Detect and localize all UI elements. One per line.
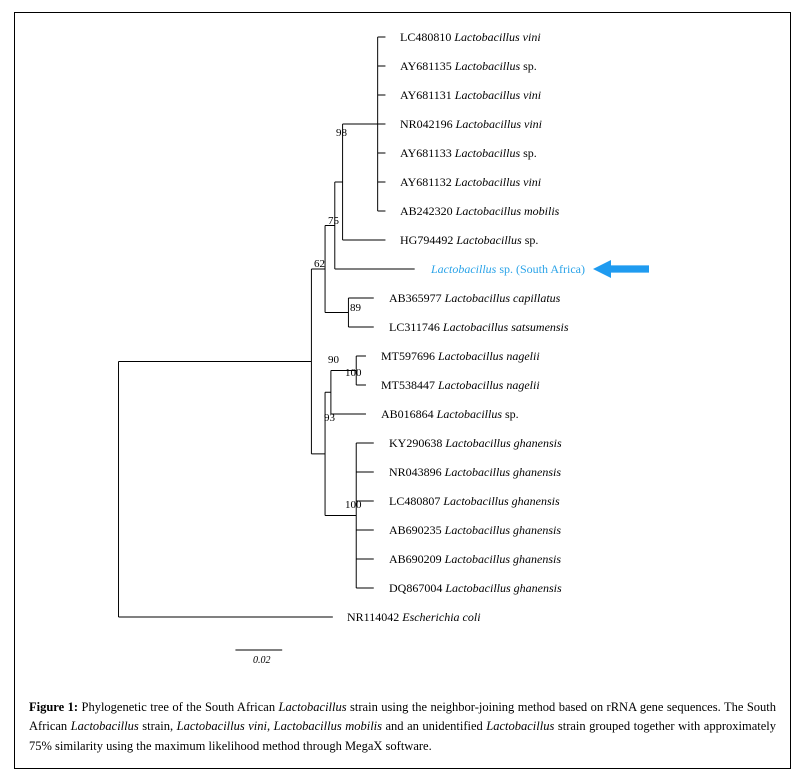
leaf-label: LC311746 Lactobacillus satsumensis xyxy=(389,321,569,333)
italic-term: Lactobacillus mobilis xyxy=(274,719,382,733)
italic-term: Lactobacillus xyxy=(486,719,554,733)
bootstrap-label: 75 xyxy=(328,216,339,227)
bootstrap-label: 90 xyxy=(328,355,339,366)
bootstrap-label: 93 xyxy=(324,413,335,424)
figure-outer: LC480810 Lactobacillus vini AY681135 Lact… xyxy=(0,0,805,781)
highlight-arrow-icon xyxy=(593,260,649,278)
leaf-label: LC480810 Lactobacillus vini xyxy=(400,31,541,43)
leaf-label: LC480807 Lactobacillus ghanensis xyxy=(389,495,560,507)
leaf-label: AB690209 Lactobacillus ghanensis xyxy=(389,553,561,565)
leaf-label: HG794492 Lactobacillus sp. xyxy=(400,234,538,246)
leaf-label: AB016864 Lactobacillus sp. xyxy=(381,408,519,420)
bootstrap-label: 62 xyxy=(314,259,325,270)
scale-bar-label: 0.02 xyxy=(253,655,271,666)
figure-panel: LC480810 Lactobacillus vini AY681135 Lact… xyxy=(14,12,791,769)
leaf-label: Lactobacillus sp. (South Africa) xyxy=(431,263,585,275)
leaf-label: MT597696 Lactobacillus nagelii xyxy=(381,350,540,362)
bootstrap-label: 100 xyxy=(345,368,362,379)
leaf-label: NR042196 Lactobacillus vini xyxy=(400,118,542,130)
leaf-label: AB365977 Lactobacillus capillatus xyxy=(389,292,560,304)
leaf-label: AB690235 Lactobacillus ghanensis xyxy=(389,524,561,536)
italic-term: Lactobacillus vini xyxy=(177,719,267,733)
figure-label: Figure 1: xyxy=(29,700,78,714)
bootstrap-label: 89 xyxy=(350,303,361,314)
phylogenetic-tree: LC480810 Lactobacillus vini AY681135 Lact… xyxy=(25,23,780,663)
leaf-label: NR043896 Lactobacillus ghanensis xyxy=(389,466,561,478)
italic-term: Lactobacillus xyxy=(71,719,139,733)
leaf-label: NR114042 Escherichia coli xyxy=(347,611,481,623)
bootstrap-label: 100 xyxy=(345,500,362,511)
italic-term: Lactobacillus xyxy=(279,700,347,714)
leaf-label: AB242320 Lactobacillus mobilis xyxy=(400,205,559,217)
leaf-label: AY681132 Lactobacillus vini xyxy=(400,176,541,188)
leaf-label: AY681131 Lactobacillus vini xyxy=(400,89,541,101)
leaf-label: AY681135 Lactobacillus sp. xyxy=(400,60,537,72)
leaf-label: MT538447 Lactobacillus nagelii xyxy=(381,379,540,391)
figure-caption: Figure 1: Phylogenetic tree of the South… xyxy=(29,698,776,756)
leaf-label: DQ867004 Lactobacillus ghanensis xyxy=(389,582,562,594)
leaf-label: AY681133 Lactobacillus sp. xyxy=(400,147,537,159)
leaf-label: KY290638 Lactobacillus ghanensis xyxy=(389,437,562,449)
bootstrap-label: 98 xyxy=(336,128,347,139)
